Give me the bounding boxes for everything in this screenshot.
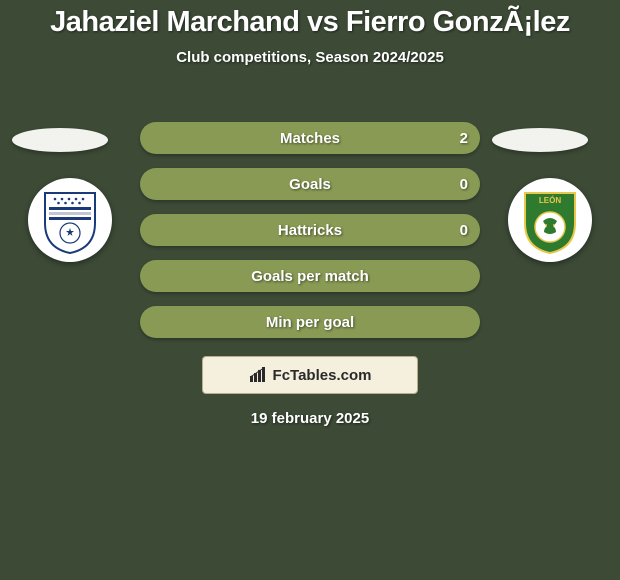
pachuca-crest-icon — [35, 185, 105, 255]
player-left-placeholder — [12, 128, 108, 152]
comparison-card: Jahaziel Marchand vs Fierro GonzÃ¡lez Cl… — [0, 0, 620, 580]
stat-right-value: 2 — [460, 130, 468, 147]
leon-crest-icon: LEÓN — [515, 185, 585, 255]
stat-label: Goals — [289, 176, 331, 193]
club-badge-left — [28, 178, 112, 262]
stat-label: Goals per match — [251, 268, 369, 285]
svg-text:LEÓN: LEÓN — [539, 196, 561, 205]
stat-row-matches: Matches 2 — [140, 122, 480, 154]
player-right-placeholder — [492, 128, 588, 152]
page-title: Jahaziel Marchand vs Fierro GonzÃ¡lez — [0, 0, 620, 39]
stat-row-goals-per-match: Goals per match — [140, 260, 480, 292]
stat-label: Matches — [280, 130, 340, 147]
stat-right-value: 0 — [460, 222, 468, 239]
stat-right-value: 0 — [460, 176, 468, 193]
stat-label: Hattricks — [278, 222, 342, 239]
brand-badge: FcTables.com — [202, 356, 418, 394]
brand-text: FcTables.com — [273, 367, 372, 384]
stat-label: Min per goal — [266, 314, 354, 331]
stat-row-min-per-goal: Min per goal — [140, 306, 480, 338]
stat-row-hattricks: Hattricks 0 — [140, 214, 480, 246]
stat-row-goals: Goals 0 — [140, 168, 480, 200]
footer-date: 19 february 2025 — [0, 410, 620, 427]
stat-bars: Matches 2 Goals 0 Hattricks 0 Goals per … — [140, 122, 480, 352]
club-badge-right: LEÓN — [508, 178, 592, 262]
subtitle: Club competitions, Season 2024/2025 — [0, 49, 620, 66]
bars-chart-icon — [249, 367, 267, 383]
